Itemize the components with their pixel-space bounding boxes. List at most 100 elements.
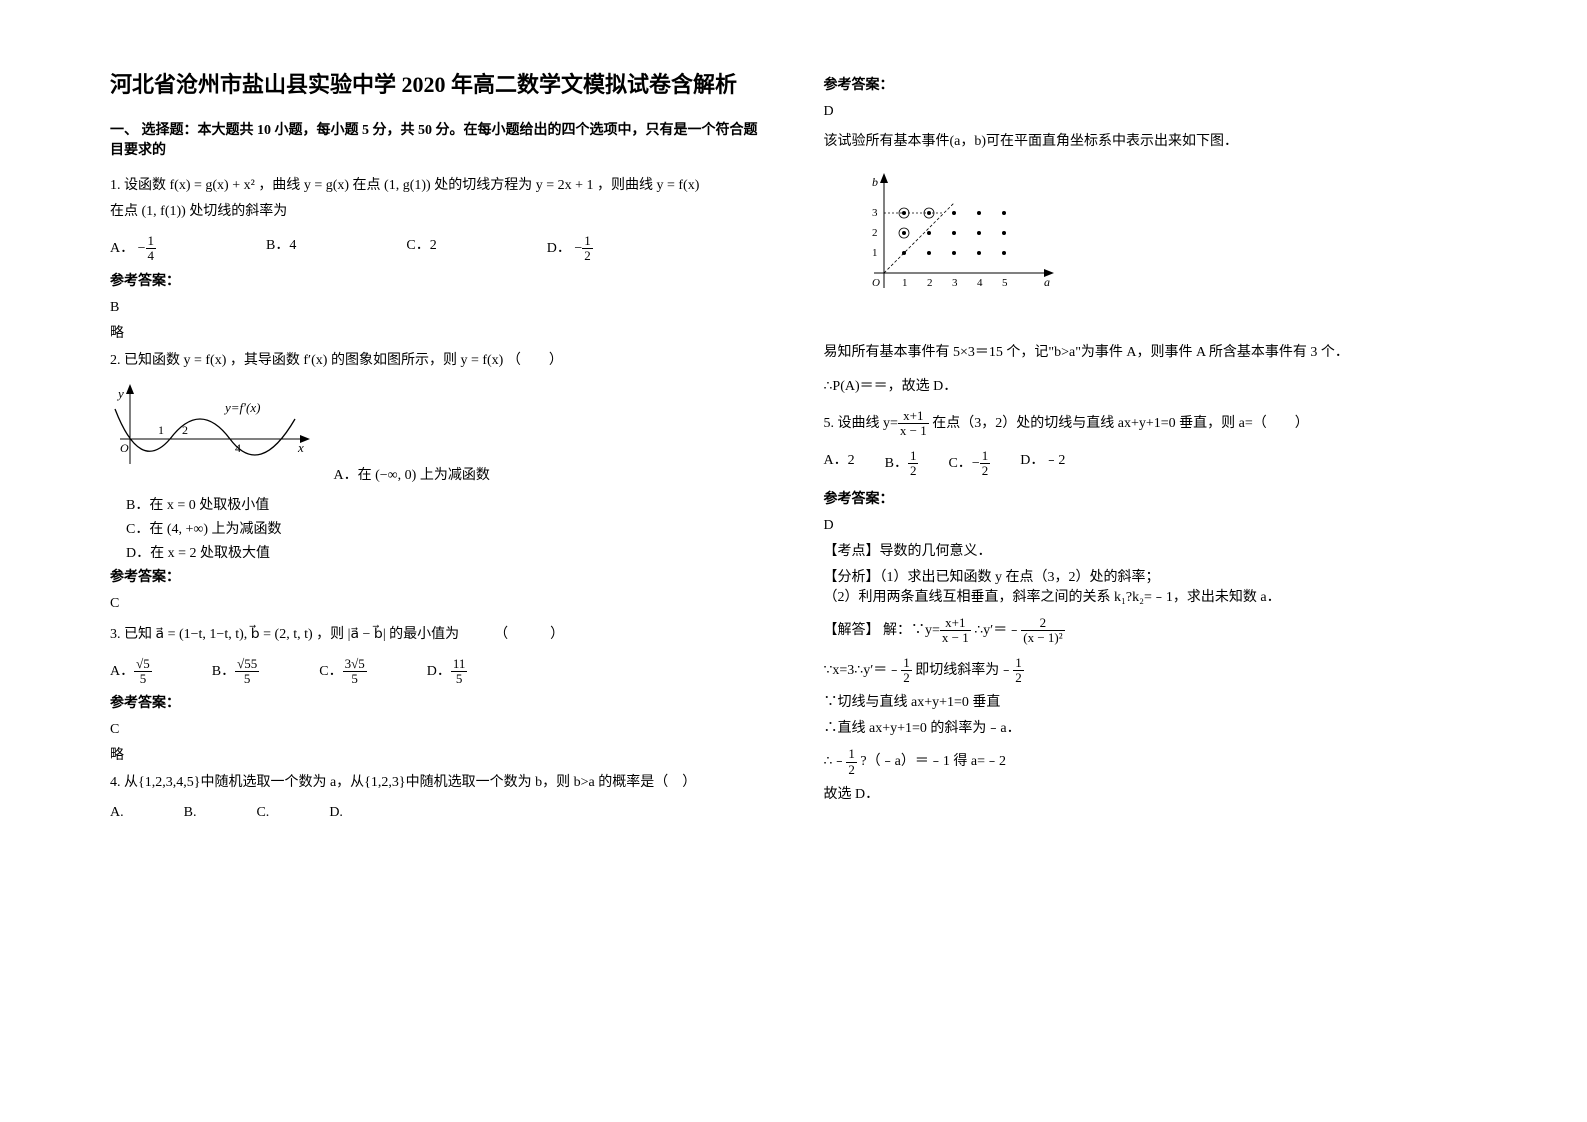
q5-solve-line5: ∴﹣12 ?（﹣a）＝﹣1 得 a=﹣2 [824,747,1478,777]
q2-optC-post: 上为减函数 [212,522,282,537]
q4-option-c: C. [256,805,269,821]
q3-answer: C [110,722,764,738]
q2-mid-2: 的图象如图所示，则 [331,353,457,368]
q1-optA-num: 1 [146,234,157,249]
q5-optB-label: B． [885,456,908,471]
q2-svg-2: 2 [182,423,188,437]
q2-svg-y: y [116,386,124,401]
q1-formula-5: y = f(x) [657,178,700,193]
q5-solve-l2b-den: 2 [1013,671,1024,685]
q2-optB-f: x = 0 [167,498,196,513]
q2-option-c: C．在 (4, +∞) 上为减函数 [126,518,764,538]
q1-optD-neg: − [574,241,582,256]
q5-solve-label: 【解答】 [824,623,880,638]
q5-frac-den: x − 1 [898,424,929,438]
q4-svg-x3: 3 [952,277,958,289]
q4-explain-3: ∴P(A)＝＝，故选 D． [824,375,1478,395]
q4-svg-2: 2 [872,227,878,239]
q2-stem-pre: 2. 已知函数 [110,353,180,368]
q5-analysis-1: 【分析】（1）求出已知函数 y 在点（3，2）处的斜率； [824,566,1478,586]
q5-point: 【考点】导数的几何意义． [824,540,1478,560]
q5-stem-post: 在点（3，2）处的切线与直线 ax+y+1=0 垂直，则 a=（ ） [932,416,1309,431]
question-4: 4. 从{1,2,3,4,5}中随机选取一个数为 a，从{1,2,3}中随机选取… [110,770,764,797]
q3-post: 的最小值为 （ ） [389,627,564,642]
q2-optD-post: 处取极大值 [200,546,270,561]
q3-optA-num: √5 [134,657,152,672]
q3-optD-den: 5 [451,672,468,686]
q1-note: 略 [110,322,764,342]
q1-option-c: C．2 [406,234,436,264]
q2-optA-f: (−∞, 0) [375,468,416,483]
q5-yeq: y= [883,416,898,431]
q1-optD-num: 1 [582,234,593,249]
q2-formula-2: f′(x) [303,353,327,368]
q3-formula-2: |a⃗ − b⃗| [348,627,386,642]
q5-optC-label: C． [948,456,971,471]
q4-svg-b: b [872,175,878,189]
q5-solve-l2-num: 1 [901,656,912,671]
q5-solve-f2-num: 2 [1021,616,1064,631]
q4-svg-x1: 1 [902,277,908,289]
q2-svg-1: 1 [158,423,164,437]
q5-optB-den: 2 [908,464,919,478]
q2-diagram: y y=f′(x) O 1 2 4 x A．在 (−∞, 0) 上为减函数 [110,384,764,484]
q1-formula-2: y = g(x) [304,178,349,193]
q5-frac-num: x+1 [898,409,929,424]
q5-answer: D [824,518,1478,534]
q2-svg-4: 4 [235,441,241,455]
q1-line2-pre: 在点 [110,204,138,219]
q1-formula-3: (1, g(1)) [384,178,431,193]
q4-svg-x2: 2 [927,277,933,289]
q4-answer-label: 参考答案： [824,74,1478,94]
q3-optA-den: 5 [134,672,152,686]
q1-optA-neg: − [138,241,146,256]
q2-optB: B．在 [126,498,163,513]
q1-answer: B [110,300,764,316]
q2-option-d: D．在 x = 2 处取极大值 [126,542,764,562]
q3-mid: ，则 [316,627,344,642]
q4-option-b: B. [184,805,197,821]
q5-point-text: 导数的几何意义． [880,544,992,559]
q2-optB-post: 处取极小值 [199,498,269,513]
q1-options: A． −14 B．4 C．2 D． −12 [110,234,764,264]
q5-options: A．2 B．12 C．−12 D．﹣2 [824,449,1478,479]
q5-point-label: 【考点】 [824,544,880,559]
q4-diagram: b 3 2 1 O 1 2 3 4 5 a [854,168,1478,323]
q2-answer-label: 参考答案： [110,566,764,586]
q1-optD-den: 2 [582,249,593,263]
q5-solve-line6: 故选 D． [824,783,1478,803]
right-column: 参考答案： D 该试验所有基本事件(a，b)可在平面直角坐标系中表示出来如下图．… [794,70,1498,1092]
q3-note: 略 [110,744,764,764]
q4-explain-1: 该试验所有基本事件(a，b)可在平面直角坐标系中表示出来如下图． [824,130,1478,150]
q1-optB: 4 [289,238,296,253]
q5-solve-line1: 【解答】 解：∵y=x+1x − 1 ∴y′＝﹣2(x − 1)² [824,616,1478,646]
question-2: 2. 已知函数 y = f(x) ，其导函数 f′(x) 的图象如图所示，则 y… [110,348,764,375]
q5-solve-line5-post: ?（﹣a）＝﹣1 得 a=﹣2 [860,754,1006,769]
q5-solve-f1-num: x+1 [940,616,971,631]
q5-solve-l5-num: 1 [846,747,857,762]
q2-optC-f: (4, +∞) [167,522,208,537]
q4-explain-2: 易知所有基本事件有 5×3＝15 个，记"b>a"为事件 A，则事件 A 所含基… [824,341,1478,361]
q2-formula-1: y = f(x) [184,353,227,368]
q5-solve-l5-den: 2 [846,763,857,777]
q1-stem-pre: 1. 设函数 [110,178,166,193]
q2-svg-O: O [120,441,129,455]
q2-post: （ ） [507,353,563,368]
q5-solve-f2-den: (x − 1)² [1021,631,1064,645]
q3-formula-1: a⃗ = (1−t, 1−t, t), b⃗ = (2, t, t) [156,627,313,642]
q2-formula-3: y = f(x) [460,353,503,368]
q5-stem-pre: 5. 设曲线 [824,416,880,431]
q3-optC-den: 5 [343,672,367,686]
q5-optC-num: 1 [980,449,991,464]
q3-stem-pre: 3. 已知 [110,627,152,642]
q4-options: A. B. C. D. [110,805,764,821]
q1-optA-den: 4 [146,249,157,263]
q1-formula-4: y = 2x + 1 [536,178,594,193]
q4-svg-a: a [1044,275,1050,289]
q1-answer-label: 参考答案： [110,270,764,290]
q3-optC-num: 3√5 [343,657,367,672]
q4-svg: b 3 2 1 O 1 2 3 4 5 a [854,168,1064,318]
q3-optD-num: 11 [451,657,468,672]
q5-analysis-2: （2）利用两条直线互相垂直，斜率之间的关系 k₁?k₂=﹣1，求出未知数 a． [824,586,1478,606]
q2-answer: C [110,596,764,612]
